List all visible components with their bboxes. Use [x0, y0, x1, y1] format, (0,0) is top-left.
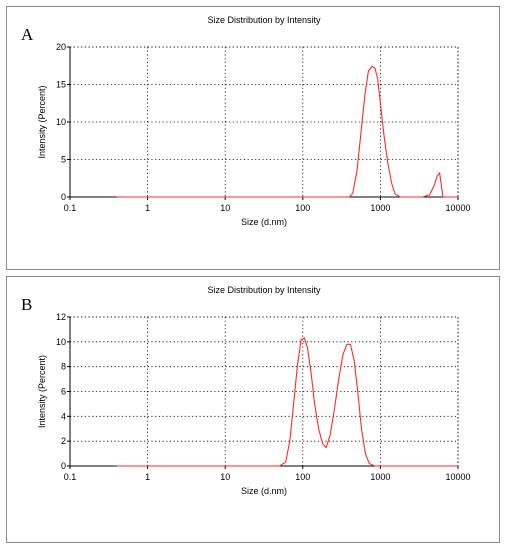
y-tick-label: 10: [56, 337, 66, 347]
y-axis-label: Intensity (Percent): [37, 355, 47, 428]
x-tick-label: 10: [220, 203, 230, 213]
x-tick-label: 0.1: [64, 472, 77, 482]
y-axis-label: Intensity (Percent): [37, 85, 47, 158]
chart-title: Size Distribution by Intensity: [207, 15, 321, 25]
y-tick-label: 5: [61, 155, 66, 165]
chart-panel-b: B Size Distribution by Intensity 0.1 1 10 10…: [6, 276, 500, 543]
y-tick-label: 8: [61, 362, 66, 372]
series-line: [116, 337, 458, 467]
y-tick-label: 10: [56, 117, 66, 127]
x-tick-label: 10000: [445, 472, 470, 482]
y-tick-label: 4: [61, 411, 66, 421]
panel-label: A: [21, 25, 34, 44]
x-tick-label: 1: [145, 472, 150, 482]
x-tick-label: 0.1: [64, 203, 77, 213]
chart-title: Size Distribution by Intensity: [207, 285, 321, 295]
x-tick-label: 1: [145, 203, 150, 213]
x-tick-label: 100: [295, 472, 310, 482]
x-tick-label: 10000: [445, 203, 470, 213]
y-tick-label: 0: [61, 192, 66, 202]
y-tick-label: 20: [56, 42, 66, 52]
x-tick-label: 10: [220, 472, 230, 482]
x-axis-label: Size (d.nm): [241, 486, 287, 496]
y-tick-label: 6: [61, 387, 66, 397]
y-tick-label: 0: [61, 461, 66, 471]
series-line: [116, 65, 458, 198]
y-tick-label: 2: [61, 436, 66, 446]
y-tick-label: 12: [56, 312, 66, 322]
panel-label: B: [21, 295, 33, 314]
x-tick-label: 1000: [370, 472, 390, 482]
chart-panel-a: A Size Distribution by Intensity 0.1 1 10 10…: [6, 6, 500, 270]
x-tick-label: 1000: [370, 203, 390, 213]
x-axis-label: Size (d.nm): [241, 217, 287, 227]
x-tick-label: 100: [295, 203, 310, 213]
y-tick-label: 15: [56, 80, 66, 90]
